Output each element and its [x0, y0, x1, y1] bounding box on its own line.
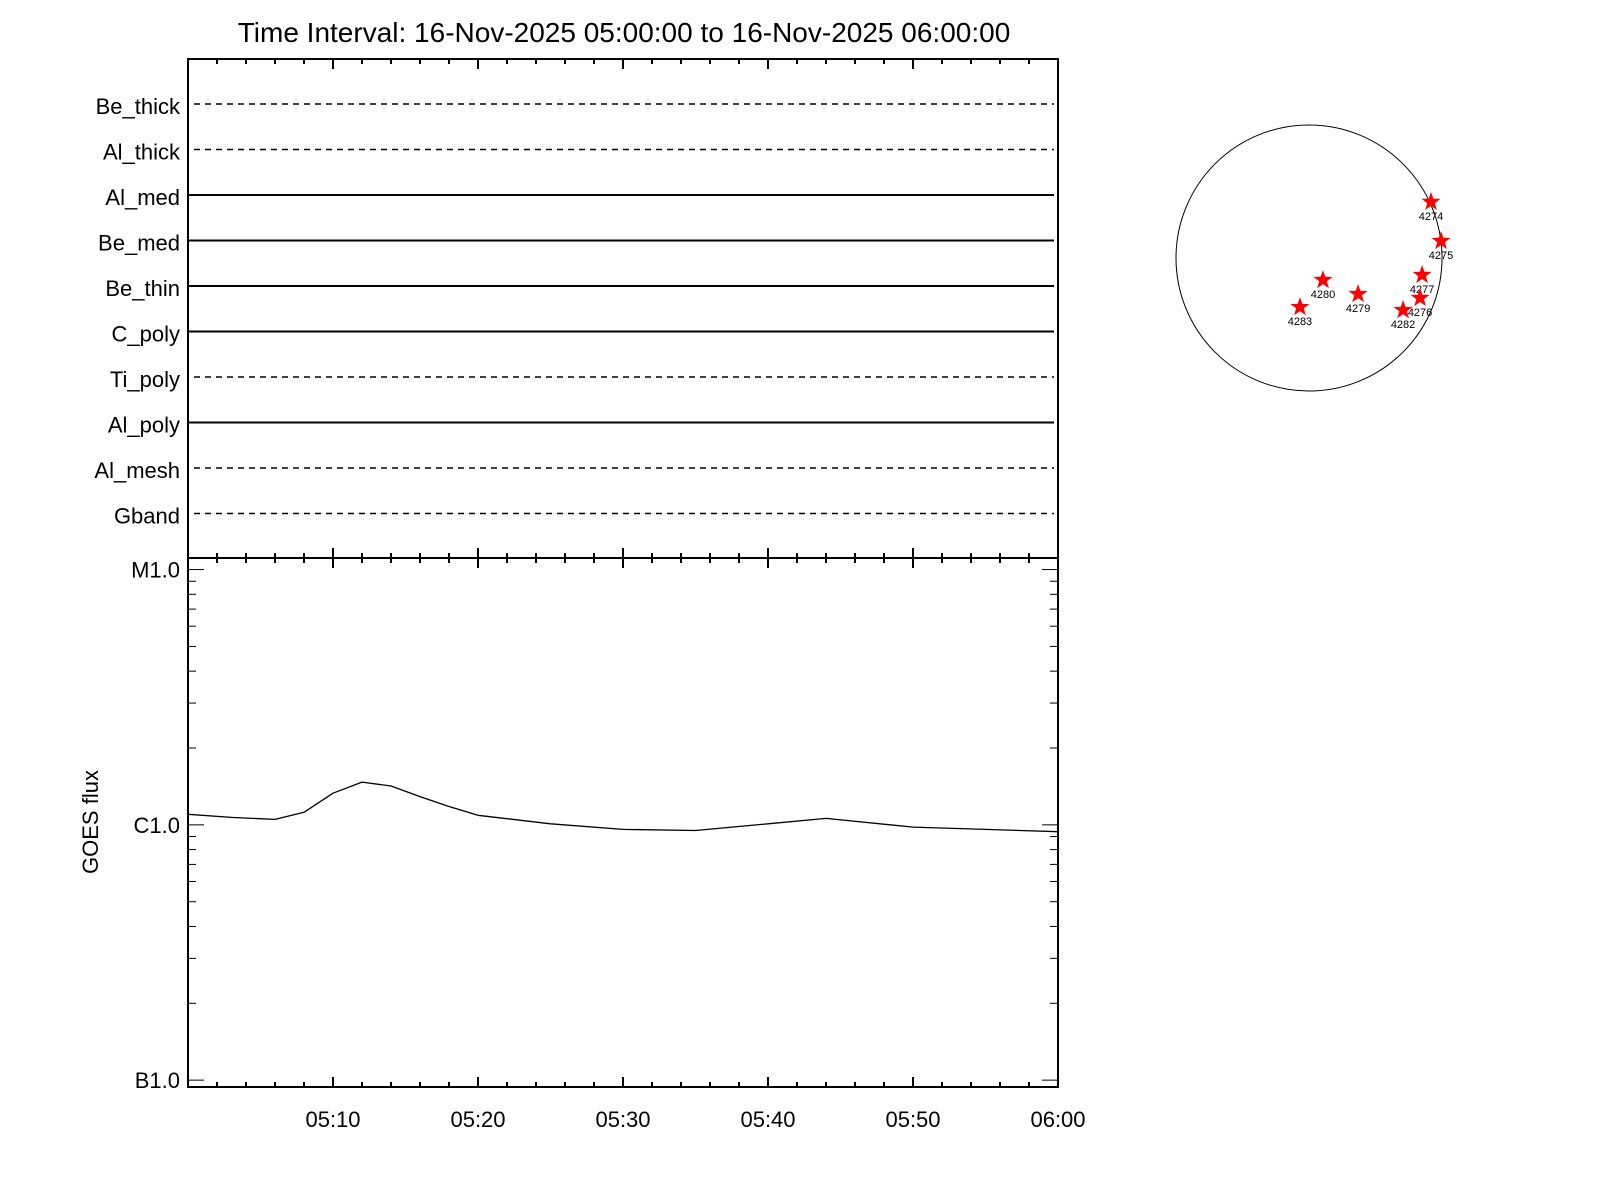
y-tick-label: B1.0: [135, 1068, 180, 1093]
active-region-star: [1393, 300, 1413, 319]
active-region-star: [1313, 270, 1333, 289]
channel-label: Ti_poly: [110, 367, 180, 392]
y-tick-label: M1.0: [131, 558, 180, 583]
goes-flux-line: [187, 781, 1059, 833]
active-region-star: [1412, 265, 1432, 284]
y-tick-label: C1.0: [134, 813, 180, 838]
x-tick-label: 05:10: [305, 1107, 360, 1132]
active-region-label: 4283: [1288, 316, 1312, 328]
x-tick-label: 05:50: [885, 1107, 940, 1132]
active-region-label: 4276: [1408, 307, 1432, 319]
active-region-label: 4280: [1311, 289, 1335, 301]
channel-label: Gband: [114, 504, 180, 529]
active-region-star: [1290, 297, 1310, 316]
x-tick-label: 05:30: [595, 1107, 650, 1132]
channel-label: C_poly: [112, 322, 180, 347]
x-tick-label: 06:00: [1030, 1107, 1085, 1132]
x-tick-label: 05:40: [740, 1107, 795, 1132]
channel-label: Al_thick: [103, 140, 181, 165]
status-panel-frame: [187, 58, 1059, 559]
goes-panel-frame: [187, 557, 1059, 1088]
active-region-star: [1421, 191, 1441, 210]
channel-label: Be_thick: [96, 94, 181, 119]
active-region-star: [1410, 288, 1430, 307]
channel-label: Be_med: [98, 231, 180, 256]
chart-title: Time Interval: 16-Nov-2025 05:00:00 to 1…: [238, 17, 1011, 48]
active-region-label: 4279: [1346, 303, 1370, 315]
active-region-label: 4282: [1391, 319, 1415, 331]
solar-disk-outline: [1175, 124, 1443, 392]
channel-label: Al_poly: [108, 413, 180, 438]
active-region-label: 4275: [1429, 250, 1453, 262]
channel-label: Be_thin: [105, 276, 180, 301]
x-tick-label: 05:20: [450, 1107, 505, 1132]
active-region-label: 4274: [1419, 211, 1443, 223]
active-region-label: 4277: [1410, 284, 1434, 296]
y-axis-label: GOES flux: [78, 770, 103, 874]
channel-label: Al_mesh: [94, 458, 180, 483]
channel-label: Al_med: [105, 185, 180, 210]
active-region-star: [1348, 284, 1368, 303]
active-region-star: [1431, 231, 1451, 250]
